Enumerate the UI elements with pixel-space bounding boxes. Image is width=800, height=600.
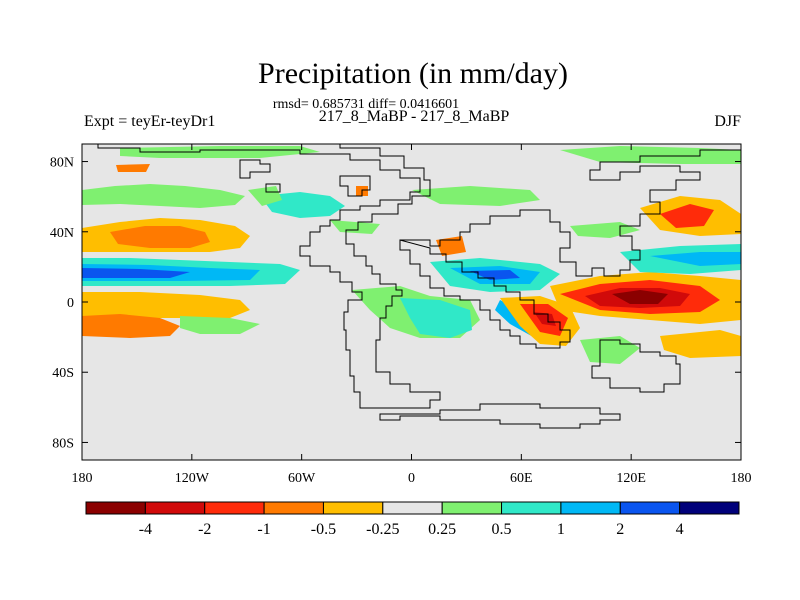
x-tick-label: 120W: [175, 471, 210, 486]
contour-fill: [248, 186, 282, 206]
coastline: [239, 159, 271, 179]
colorbar-swatch: [322, 501, 384, 515]
y-tick-label: 0: [67, 296, 74, 311]
x-tick-label: 180: [72, 471, 93, 486]
stats-label: rmsd= 0.685731 diff= 0.0416601: [273, 97, 459, 112]
contour-fill: [82, 314, 180, 338]
colorbar-label: 2: [616, 521, 624, 538]
contour-fill: [660, 330, 741, 358]
coastlines: [97, 144, 741, 429]
y-tick-label: 40S: [52, 366, 74, 381]
map-plot: 180 120W 60W 0 60E 120E 180 80N 40N 0 40S 80S: [50, 143, 752, 486]
x-tick-label: 0: [408, 471, 415, 486]
y-tick-label: 80N: [50, 156, 74, 171]
colorbar-label: 0.5: [492, 521, 512, 538]
x-tick-label: 60E: [510, 471, 533, 486]
x-tick-label: 60W: [288, 471, 316, 486]
colorbar-swatch: [679, 501, 740, 515]
contour-fill: [110, 226, 210, 248]
coastline: [265, 183, 281, 193]
coastline: [97, 144, 441, 409]
colorbar-label: -0.25: [366, 521, 399, 538]
y-tick-label: 40N: [50, 226, 74, 241]
contour-fill: [82, 292, 250, 318]
colorbar-label: -4: [139, 521, 152, 538]
colorbar-label: -0.5: [311, 521, 336, 538]
season-label: DJF: [714, 113, 741, 130]
contour-fill: [180, 316, 260, 334]
contour-fill: [560, 146, 741, 164]
colorbar-swatch: [441, 501, 503, 515]
contour-fill: [412, 186, 540, 206]
colorbar-swatch: [619, 501, 681, 515]
colorbar-swatch: [85, 501, 146, 515]
coastline: [591, 339, 681, 393]
x-tick-label: 180: [731, 471, 752, 486]
colorbar-swatch: [144, 501, 206, 515]
scenario-label: 217_8_MaBP - 217_8_MaBP: [319, 108, 510, 125]
experiment-label: Expt = teyEr-teyDr1: [84, 113, 215, 130]
colorbar-label: 1: [557, 521, 565, 538]
contour-fill: [470, 270, 520, 280]
colorbar-swatch: [382, 501, 443, 515]
coastline: [379, 403, 621, 429]
x-axis: 180 120W 60W 0 60E 120E 180: [72, 144, 752, 486]
y-axis: 80N 40N 0 40S 80S: [50, 156, 741, 451]
contour-fill: [660, 204, 714, 228]
contour-fill: [612, 290, 668, 304]
colorbar: -4 -2 -1 -0.5 -0.25 0.25 0.5 1 2 4: [85, 501, 740, 538]
coastline: [339, 175, 371, 197]
coastline: [400, 149, 741, 277]
coastline: [399, 239, 571, 349]
colorbar-swatch: [560, 501, 621, 515]
colorbar-label: 0.25: [428, 521, 456, 538]
x-tick-label: 120E: [616, 471, 646, 486]
colorbar-swatch: [204, 501, 265, 515]
precip-field: [82, 146, 741, 364]
colorbar-label: -2: [198, 521, 211, 538]
contour-fill: [120, 146, 320, 158]
contour-fill: [580, 336, 640, 364]
colorbar-label: -1: [257, 521, 270, 538]
contour-fill: [650, 252, 741, 266]
contour-fill: [116, 164, 150, 172]
contour-fill: [330, 220, 380, 234]
contour-fill: [436, 236, 466, 256]
contour-fill: [400, 298, 472, 338]
chart-title: Precipitation (in mm/day): [258, 57, 568, 90]
y-tick-label: 80S: [52, 436, 74, 451]
contour-fill: [82, 184, 245, 208]
colorbar-label: 4: [676, 521, 684, 538]
colorbar-swatch: [501, 501, 562, 515]
contour-fill: [82, 268, 190, 278]
colorbar-swatch: [263, 501, 324, 515]
